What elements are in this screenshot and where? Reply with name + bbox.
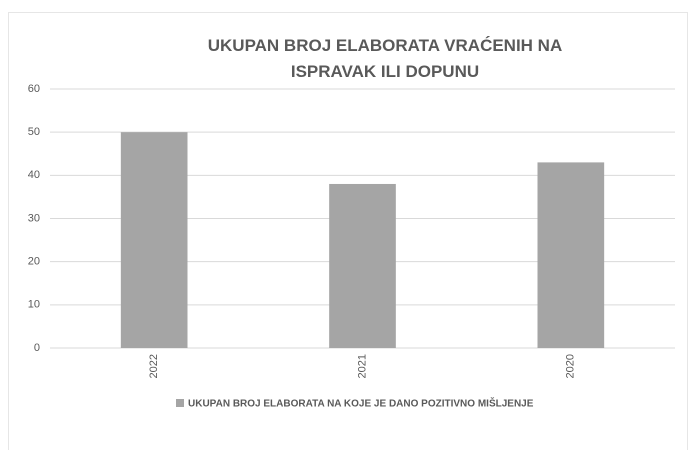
x-tick-label: 2020 (565, 354, 577, 378)
legend-label: UKUPAN BROJ ELABORATA NA KOJE JE DANO PO… (188, 397, 534, 410)
x-tick-label: 2022 (148, 354, 160, 378)
y-tick-label: 50 (28, 126, 40, 138)
bar (537, 162, 605, 348)
y-tick-label: 20 (28, 256, 40, 268)
y-tick-label: 0 (34, 342, 40, 354)
x-tick-label: 2021 (356, 354, 368, 378)
chart-title: UKUPAN BROJ ELABORATA VRAĆENIH NA ISPRAV… (207, 36, 563, 81)
y-tick-label: 30 (28, 212, 40, 224)
y-tick-label: 40 (28, 169, 40, 181)
chart-frame (8, 12, 688, 450)
y-tick-label: 60 (28, 83, 40, 95)
bar (329, 183, 396, 348)
bar (120, 132, 188, 348)
y-tick-label: 10 (28, 299, 40, 311)
legend-swatch (176, 399, 184, 407)
